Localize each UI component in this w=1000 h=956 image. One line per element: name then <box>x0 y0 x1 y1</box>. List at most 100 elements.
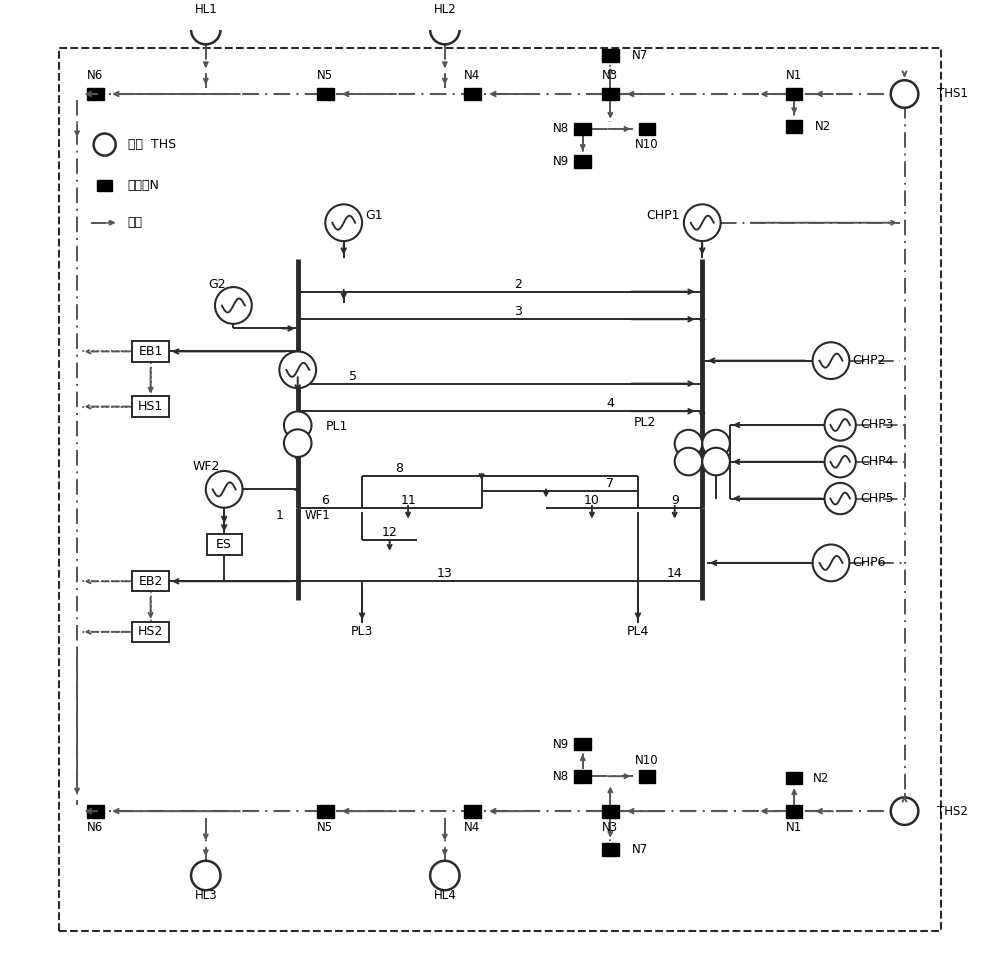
Circle shape <box>891 80 918 108</box>
Circle shape <box>825 483 856 514</box>
Text: 11: 11 <box>400 494 416 507</box>
Circle shape <box>813 545 849 581</box>
Text: 8: 8 <box>395 462 403 475</box>
Text: N10: N10 <box>635 754 659 767</box>
Text: 14: 14 <box>667 568 683 580</box>
Text: WF1: WF1 <box>305 509 331 522</box>
Bar <box>464 805 481 817</box>
Bar <box>207 534 242 554</box>
Bar <box>132 621 169 642</box>
Text: N8: N8 <box>553 122 569 136</box>
Text: HL1: HL1 <box>194 3 217 16</box>
Text: N6: N6 <box>87 821 104 835</box>
Circle shape <box>191 860 220 890</box>
Text: CHP4: CHP4 <box>860 455 894 468</box>
Text: G2: G2 <box>208 278 226 291</box>
Text: CHP2: CHP2 <box>852 354 886 367</box>
Text: N1: N1 <box>786 821 802 835</box>
Text: 7: 7 <box>606 477 614 490</box>
Circle shape <box>279 352 316 388</box>
Text: N8: N8 <box>553 770 569 783</box>
Circle shape <box>813 342 849 379</box>
Text: 10: 10 <box>584 494 600 507</box>
Circle shape <box>825 446 856 477</box>
Text: PL2: PL2 <box>634 416 656 428</box>
Text: THS2: THS2 <box>937 805 968 817</box>
Text: N4: N4 <box>464 69 481 82</box>
Circle shape <box>94 134 116 156</box>
Bar <box>132 397 169 417</box>
Text: 12: 12 <box>382 526 398 539</box>
Text: WF2: WF2 <box>192 460 220 473</box>
Text: 5: 5 <box>349 370 357 382</box>
Text: N3: N3 <box>602 69 618 82</box>
Text: PL3: PL3 <box>351 625 373 639</box>
Circle shape <box>430 860 460 890</box>
Bar <box>786 88 802 100</box>
Bar <box>602 88 619 100</box>
Text: THS1: THS1 <box>937 88 968 100</box>
Text: CHP3: CHP3 <box>860 419 894 431</box>
Text: 3: 3 <box>514 305 522 318</box>
Text: N1: N1 <box>786 69 802 82</box>
Bar <box>786 771 802 785</box>
Circle shape <box>206 471 243 508</box>
Text: HS1: HS1 <box>138 401 163 413</box>
Text: N9: N9 <box>553 737 569 750</box>
Circle shape <box>325 205 362 241</box>
Bar <box>317 88 334 100</box>
Text: CHP1: CHP1 <box>646 208 679 222</box>
Text: N3: N3 <box>602 821 618 835</box>
Circle shape <box>702 447 730 475</box>
Text: 4: 4 <box>606 398 614 410</box>
Circle shape <box>430 15 460 44</box>
Text: PL4: PL4 <box>627 625 649 639</box>
Bar <box>132 571 169 592</box>
Circle shape <box>675 430 702 457</box>
Text: HS2: HS2 <box>138 625 163 639</box>
Text: N2: N2 <box>813 771 829 785</box>
Text: 13: 13 <box>437 568 453 580</box>
Text: CHP6: CHP6 <box>852 556 886 570</box>
Text: ES: ES <box>216 538 232 551</box>
Text: N2: N2 <box>814 120 831 133</box>
Text: N9: N9 <box>553 155 569 167</box>
Circle shape <box>675 447 702 475</box>
Text: N5: N5 <box>317 821 333 835</box>
Bar <box>87 88 104 100</box>
Bar <box>602 805 619 817</box>
Text: EB2: EB2 <box>138 575 163 588</box>
Bar <box>97 181 112 191</box>
Text: N10: N10 <box>635 138 659 151</box>
Text: 1: 1 <box>276 509 284 522</box>
Text: HL3: HL3 <box>194 889 217 902</box>
Circle shape <box>684 205 721 241</box>
Text: N6: N6 <box>87 69 104 82</box>
Circle shape <box>215 287 252 324</box>
Text: CHP5: CHP5 <box>860 492 894 505</box>
Text: EB1: EB1 <box>138 345 163 358</box>
Bar <box>132 341 169 361</box>
Text: 9: 9 <box>671 494 679 507</box>
Circle shape <box>891 797 918 825</box>
Text: 2: 2 <box>514 278 522 291</box>
Text: 换热站N: 换热站N <box>128 180 160 192</box>
Bar <box>786 805 802 817</box>
Circle shape <box>284 429 312 457</box>
Bar <box>602 49 619 62</box>
Bar <box>574 738 591 750</box>
Circle shape <box>191 15 220 44</box>
Bar <box>639 122 655 136</box>
Bar <box>639 770 655 783</box>
Bar <box>602 843 619 857</box>
Bar <box>464 88 481 100</box>
Text: G1: G1 <box>365 208 382 222</box>
Circle shape <box>284 411 312 439</box>
Bar <box>317 805 334 817</box>
Text: HL4: HL4 <box>433 889 456 902</box>
Text: N7: N7 <box>631 49 648 62</box>
Bar <box>574 155 591 167</box>
Text: PL1: PL1 <box>325 421 348 433</box>
Bar <box>574 122 591 136</box>
Circle shape <box>702 430 730 457</box>
